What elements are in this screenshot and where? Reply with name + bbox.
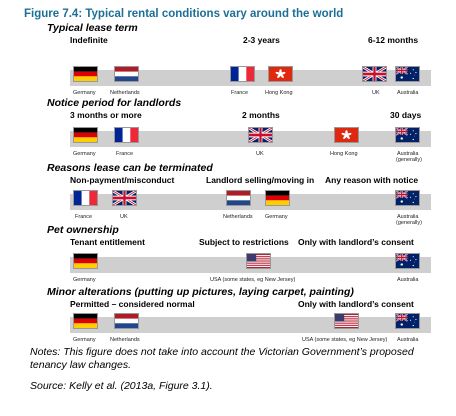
caption-germany: Germany	[73, 151, 96, 157]
uk-flag-icon	[112, 190, 137, 206]
netherlands-flag-icon	[226, 190, 251, 206]
caption-france: France	[231, 90, 249, 96]
source: Source: Kelly et al. (2013a, Figure 3.1)…	[30, 380, 213, 392]
caption-generally: (generally)	[396, 220, 422, 226]
germany-flag-icon	[73, 127, 98, 143]
section-heading: Notice period for landlords	[47, 97, 182, 109]
caption-uk: UK	[120, 214, 128, 220]
usa-flag-icon	[246, 253, 271, 269]
figure-title: Figure 7.4: Typical rental conditions va…	[24, 8, 344, 20]
label-non-payment: Non-payment/misconduct	[70, 175, 175, 185]
caption-hong-kong: Hong Kong	[265, 90, 293, 96]
caption-uk: UK	[256, 151, 264, 157]
label-2-months: 2 months	[242, 110, 280, 120]
france-flag-icon	[230, 66, 255, 82]
notes-line-2: tenancy law changes.	[30, 359, 131, 371]
caption-uk: UK	[372, 90, 380, 96]
caption-germany: Germany	[73, 90, 96, 96]
hong-kong-flag-icon	[268, 66, 293, 82]
label-2-3-years: 2-3 years	[243, 35, 280, 45]
caption-usa: USA (some states, eg New Jersey)	[210, 277, 296, 283]
label-permitted: Permitted – considered normal	[70, 299, 195, 309]
caption-australia: Australia	[397, 151, 419, 157]
netherlands-flag-icon	[114, 66, 139, 82]
caption-france: France	[75, 214, 93, 220]
caption-australia: Australia	[397, 277, 419, 283]
label-any-reason: Any reason with notice	[325, 175, 419, 185]
caption-germany: Germany	[265, 214, 288, 220]
section-heading: Typical lease term	[47, 22, 138, 34]
caption-generally: (generally)	[396, 157, 422, 163]
section-heading: Pet ownership	[47, 224, 119, 236]
caption-netherlands: Netherlands	[110, 90, 140, 96]
section-heading: Reasons lease can be terminated	[47, 162, 213, 174]
label-subject-to-restrictions: Subject to restrictions	[199, 237, 289, 247]
australia-flag-icon	[395, 313, 420, 329]
uk-flag-icon	[362, 66, 387, 82]
caption-australia: Australia	[397, 90, 419, 96]
germany-flag-icon	[265, 190, 290, 206]
caption-hong-kong: Hong Kong	[330, 151, 358, 157]
notes: Notes: This figure does not take into ac…	[30, 346, 414, 372]
notes-line-1: Notes: This figure does not take into ac…	[30, 346, 414, 358]
germany-flag-icon	[73, 66, 98, 82]
caption-netherlands: Netherlands	[110, 337, 140, 343]
france-flag-icon	[73, 190, 98, 206]
netherlands-flag-icon	[114, 313, 139, 329]
germany-flag-icon	[73, 253, 98, 269]
hong-kong-flag-icon	[334, 127, 359, 143]
caption-australia: Australia	[397, 214, 419, 220]
label-landlord-consent: Only with landlord’s consent	[298, 237, 414, 247]
label-landlord-consent: Only with landlord’s consent	[298, 299, 414, 309]
caption-netherlands: Netherlands	[223, 214, 253, 220]
section-heading: Minor alterations (putting up pictures, …	[47, 286, 354, 298]
australia-flag-icon	[395, 127, 420, 143]
caption-france: France	[116, 151, 134, 157]
caption-usa: USA (some states, eg New Jersey)	[302, 337, 388, 343]
label-30-days: 30 days	[390, 110, 422, 120]
caption-germany: Germany	[73, 337, 96, 343]
label-indefinite: Indefinite	[70, 35, 108, 45]
germany-flag-icon	[73, 313, 98, 329]
label-6-12-months: 6-12 months	[368, 35, 419, 45]
label-3-months: 3 months or more	[70, 110, 142, 120]
label-landlord-selling: Landlord selling/moving in	[206, 175, 315, 185]
usa-flag-icon	[334, 313, 359, 329]
caption-germany: Germany	[73, 277, 96, 283]
australia-flag-icon	[395, 190, 420, 206]
label-tenant-entitlement: Tenant entitlement	[70, 237, 145, 247]
france-flag-icon	[114, 127, 139, 143]
australia-flag-icon	[395, 253, 420, 269]
caption-australia: Australia	[397, 337, 419, 343]
uk-flag-icon	[248, 127, 273, 143]
australia-flag-icon	[395, 66, 420, 82]
